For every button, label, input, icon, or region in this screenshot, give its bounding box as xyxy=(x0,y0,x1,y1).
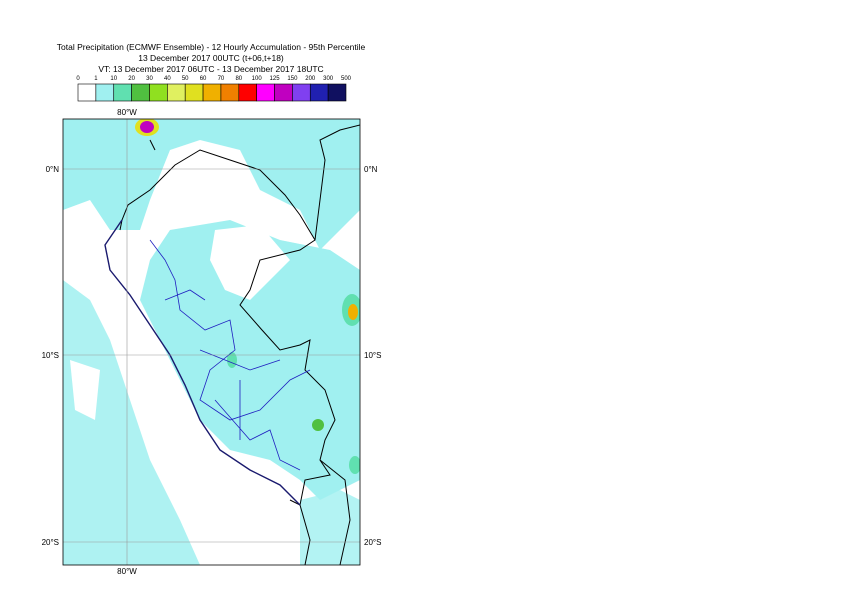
lon-label: 80°W xyxy=(117,567,137,576)
lat-label: 0°N xyxy=(46,165,60,174)
legend-label: 125 xyxy=(270,76,281,82)
legend-swatch xyxy=(131,83,150,102)
legend: 0 1 10 20 30 40 50 60 70 80 100 125 150 200 300 500 xyxy=(76,76,352,102)
legend-label: 70 xyxy=(218,76,225,82)
legend-swatch xyxy=(77,83,97,102)
legend-label: 300 xyxy=(323,76,334,82)
legend-swatch xyxy=(256,83,275,102)
legend-swatch xyxy=(238,83,257,102)
lat-label: 0°N xyxy=(364,165,378,174)
lat-label: 20°S xyxy=(42,538,59,547)
legend-swatch xyxy=(167,83,186,102)
lat-label: 10°S xyxy=(364,351,381,360)
legend-label: 200 xyxy=(305,76,316,82)
legend-label: 50 xyxy=(182,76,189,82)
legend-swatch xyxy=(220,83,240,102)
legend-swatch xyxy=(113,83,132,102)
map: 80°W 80°W 0°N 0°N 10°S 10°S 20°S 20°S xyxy=(42,108,382,576)
title: Total Precipitation (ECMWF Ensemble) - 1… xyxy=(57,42,366,52)
legend-label: 500 xyxy=(341,76,352,82)
legend-swatch xyxy=(309,83,329,102)
legend-label: 30 xyxy=(146,76,153,82)
legend-swatch xyxy=(327,83,347,102)
base-time: 13 December 2017 00UTC (t+06,t+18) xyxy=(138,53,284,63)
legend-swatch xyxy=(202,83,222,102)
legend-swatch xyxy=(274,83,293,102)
legend-swatch xyxy=(292,83,311,102)
legend-label: 1 xyxy=(94,76,98,82)
map-frame xyxy=(62,118,361,566)
legend-label: 60 xyxy=(200,76,207,82)
lat-label: 20°S xyxy=(364,538,381,547)
legend-swatch xyxy=(95,83,115,102)
valid-time: VT: 13 December 2017 06UTC - 13 December… xyxy=(98,64,323,74)
legend-label: 20 xyxy=(128,76,135,82)
legend-label: 150 xyxy=(287,76,298,82)
legend-label: 80 xyxy=(235,76,242,82)
legend-label: 10 xyxy=(110,76,117,82)
legend-label: 100 xyxy=(252,76,263,82)
lat-label: 10°S xyxy=(42,351,59,360)
boundaries xyxy=(104,124,360,565)
legend-swatch xyxy=(184,83,204,102)
legend-label: 40 xyxy=(164,76,171,82)
legend-label: 0 xyxy=(76,76,80,82)
legend-swatch xyxy=(149,83,168,102)
lon-label: 80°W xyxy=(117,108,137,117)
